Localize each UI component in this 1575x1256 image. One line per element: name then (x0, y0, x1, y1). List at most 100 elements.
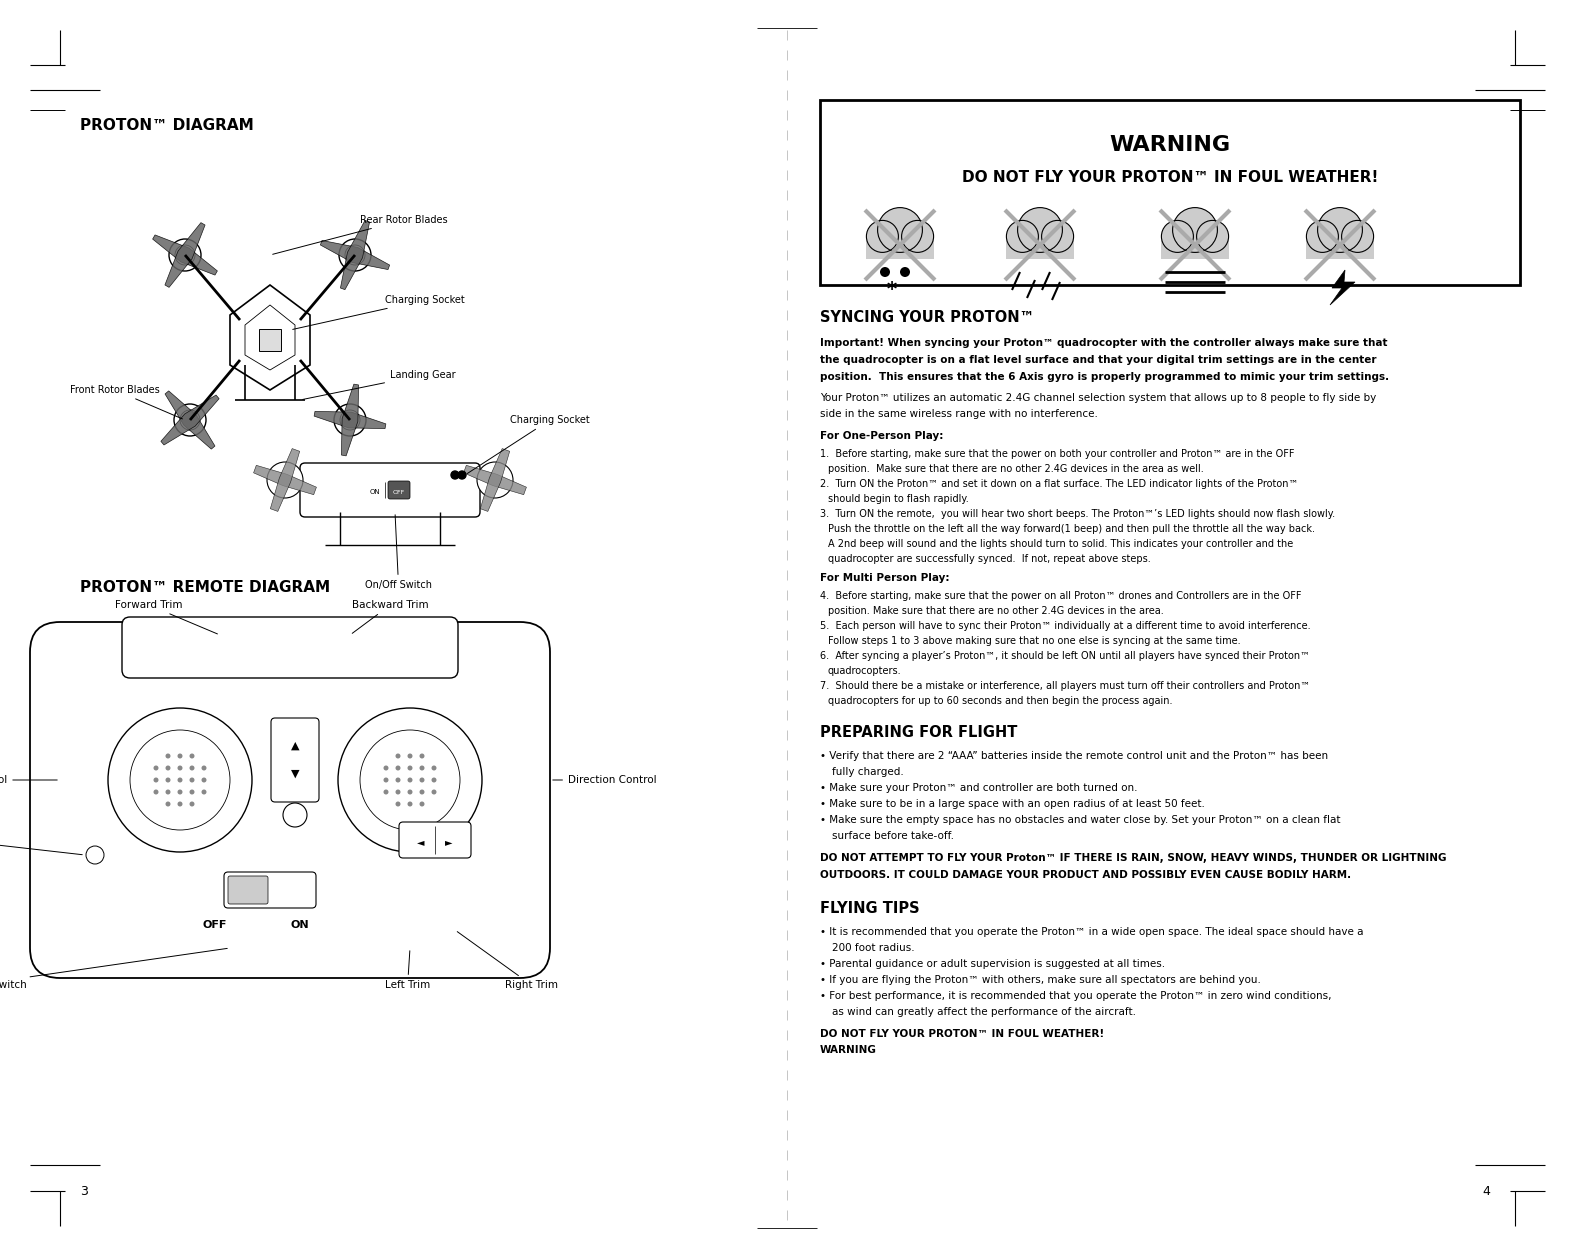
Text: side in the same wireless range with no interference.: side in the same wireless range with no … (821, 409, 1098, 420)
Circle shape (109, 708, 252, 852)
Text: surface before take-off.: surface before take-off. (832, 831, 954, 842)
Polygon shape (165, 222, 205, 288)
Text: 4: 4 (1482, 1184, 1490, 1198)
Circle shape (178, 765, 183, 770)
Circle shape (419, 754, 425, 759)
Circle shape (153, 765, 159, 770)
Text: • Make sure your Proton™ and controller are both turned on.: • Make sure your Proton™ and controller … (821, 782, 1137, 793)
Text: 5.  Each person will have to sync their Proton™ individually at a different time: 5. Each person will have to sync their P… (821, 620, 1310, 631)
Text: Front Rotor Blades: Front Rotor Blades (69, 386, 183, 420)
Text: as wind can greatly affect the performance of the aircraft.: as wind can greatly affect the performan… (832, 1007, 1136, 1017)
Circle shape (165, 801, 170, 806)
Circle shape (383, 790, 389, 795)
Circle shape (202, 790, 206, 795)
Text: ▲: ▲ (291, 741, 299, 751)
Circle shape (383, 765, 389, 770)
Circle shape (395, 777, 400, 782)
Circle shape (1197, 220, 1228, 252)
Text: quadrocopters for up to 60 seconds and then begin the process again.: quadrocopters for up to 60 seconds and t… (828, 696, 1172, 706)
Text: • Parental guidance or adult supervision is suggested at all times.: • Parental guidance or adult supervision… (821, 960, 1166, 968)
Polygon shape (165, 391, 214, 450)
Circle shape (178, 754, 183, 759)
Circle shape (477, 462, 513, 497)
Circle shape (880, 268, 890, 278)
Text: Power On/Off Switch: Power On/Off Switch (0, 948, 227, 990)
Circle shape (153, 777, 159, 782)
Text: On/Off Switch: On/Off Switch (365, 515, 432, 590)
Circle shape (432, 790, 436, 795)
Circle shape (395, 765, 400, 770)
Text: Rear Rotor Blades: Rear Rotor Blades (272, 215, 447, 254)
Circle shape (408, 801, 413, 806)
Polygon shape (340, 220, 370, 290)
Circle shape (339, 708, 482, 852)
Text: Charging Socket: Charging Socket (293, 295, 465, 329)
Polygon shape (342, 384, 359, 456)
Polygon shape (320, 240, 389, 270)
Text: For Multi Person Play:: For Multi Person Play: (821, 573, 950, 583)
Text: ON: ON (291, 919, 309, 929)
Text: 3.  Turn ON the remote,  you will hear two short beeps. The Proton™’s LED lights: 3. Turn ON the remote, you will hear two… (821, 509, 1336, 519)
Circle shape (153, 790, 159, 795)
Text: • Make sure the empty space has no obstacles and water close by. Set your Proton: • Make sure the empty space has no obsta… (821, 815, 1340, 825)
Circle shape (383, 777, 389, 782)
Circle shape (1041, 220, 1074, 252)
Text: Important! When syncing your Proton™ quadrocopter with the controller always mak: Important! When syncing your Proton™ qua… (821, 338, 1388, 348)
FancyBboxPatch shape (299, 463, 480, 517)
Circle shape (1017, 207, 1063, 252)
Circle shape (178, 801, 183, 806)
Circle shape (189, 777, 194, 782)
Text: • Verify that there are 2 “AAA” batteries inside the remote control unit and the: • Verify that there are 2 “AAA” batterie… (821, 751, 1328, 761)
Circle shape (339, 239, 372, 271)
Circle shape (419, 801, 425, 806)
Circle shape (408, 777, 413, 782)
Text: fully charged.: fully charged. (832, 767, 904, 777)
Text: ▼: ▼ (291, 769, 299, 779)
Bar (1161, 236, 1229, 259)
Text: position. Make sure that there are no other 2.4G devices in the area.: position. Make sure that there are no ot… (828, 605, 1164, 615)
Circle shape (178, 790, 183, 795)
Circle shape (419, 777, 425, 782)
Circle shape (165, 765, 170, 770)
Text: OFF: OFF (203, 919, 227, 929)
Circle shape (1342, 220, 1373, 252)
Bar (1306, 236, 1373, 259)
Text: 2.  Turn ON the Proton™ and set it down on a flat surface. The LED indicator lig: 2. Turn ON the Proton™ and set it down o… (821, 479, 1298, 489)
Circle shape (877, 207, 923, 252)
Text: 200 foot radius.: 200 foot radius. (832, 943, 915, 953)
Text: PREPARING FOR FLIGHT: PREPARING FOR FLIGHT (821, 725, 1017, 740)
Circle shape (395, 754, 400, 759)
Circle shape (419, 765, 425, 770)
Text: Push the throttle on the left all the way forward(1 beep) and then pull the thro: Push the throttle on the left all the wa… (828, 524, 1315, 534)
Text: OUTDOORS. IT COULD DAMAGE YOUR PRODUCT AND POSSIBLY EVEN CAUSE BODILY HARM.: OUTDOORS. IT COULD DAMAGE YOUR PRODUCT A… (821, 870, 1351, 880)
FancyBboxPatch shape (258, 329, 280, 350)
Text: Forward Trim: Forward Trim (115, 600, 217, 634)
Polygon shape (463, 465, 526, 495)
Bar (1006, 236, 1074, 259)
Circle shape (1306, 220, 1339, 252)
Polygon shape (271, 448, 299, 511)
Text: the quadrocopter is on a flat level surface and that your digital trim settings : the quadrocopter is on a flat level surf… (821, 355, 1377, 365)
Text: PROTON™ REMOTE DIAGRAM: PROTON™ REMOTE DIAGRAM (80, 580, 331, 595)
Text: DO NOT FLY YOUR PROTON™ IN FOUL WEATHER!: DO NOT FLY YOUR PROTON™ IN FOUL WEATHER! (821, 1029, 1104, 1039)
Circle shape (419, 790, 425, 795)
Circle shape (432, 777, 436, 782)
Text: DO NOT ATTEMPT TO FLY YOUR Proton™ IF THERE IS RAIN, SNOW, HEAVY WINDS, THUNDER : DO NOT ATTEMPT TO FLY YOUR Proton™ IF TH… (821, 853, 1446, 863)
Text: WARNING: WARNING (1109, 134, 1230, 154)
Text: Direction Control: Direction Control (553, 775, 657, 785)
Text: 4.  Before starting, make sure that the power on all Proton™ drones and Controll: 4. Before starting, make sure that the p… (821, 592, 1301, 602)
Polygon shape (1329, 270, 1354, 305)
Circle shape (408, 754, 413, 759)
Polygon shape (254, 465, 317, 495)
Circle shape (1161, 220, 1194, 252)
Text: Throttle Control: Throttle Control (0, 775, 57, 785)
Text: Follow steps 1 to 3 above making sure that no one else is syncing at the same ti: Follow steps 1 to 3 above making sure th… (828, 636, 1241, 646)
Text: position.  Make sure that there are no other 2.4G devices in the area as well.: position. Make sure that there are no ot… (828, 463, 1203, 474)
Circle shape (165, 754, 170, 759)
Text: ►: ► (446, 836, 452, 847)
Text: WARNING: WARNING (821, 1045, 877, 1055)
Text: FLYING TIPS: FLYING TIPS (821, 901, 920, 916)
Circle shape (395, 801, 400, 806)
Circle shape (173, 404, 206, 436)
FancyBboxPatch shape (30, 622, 550, 978)
